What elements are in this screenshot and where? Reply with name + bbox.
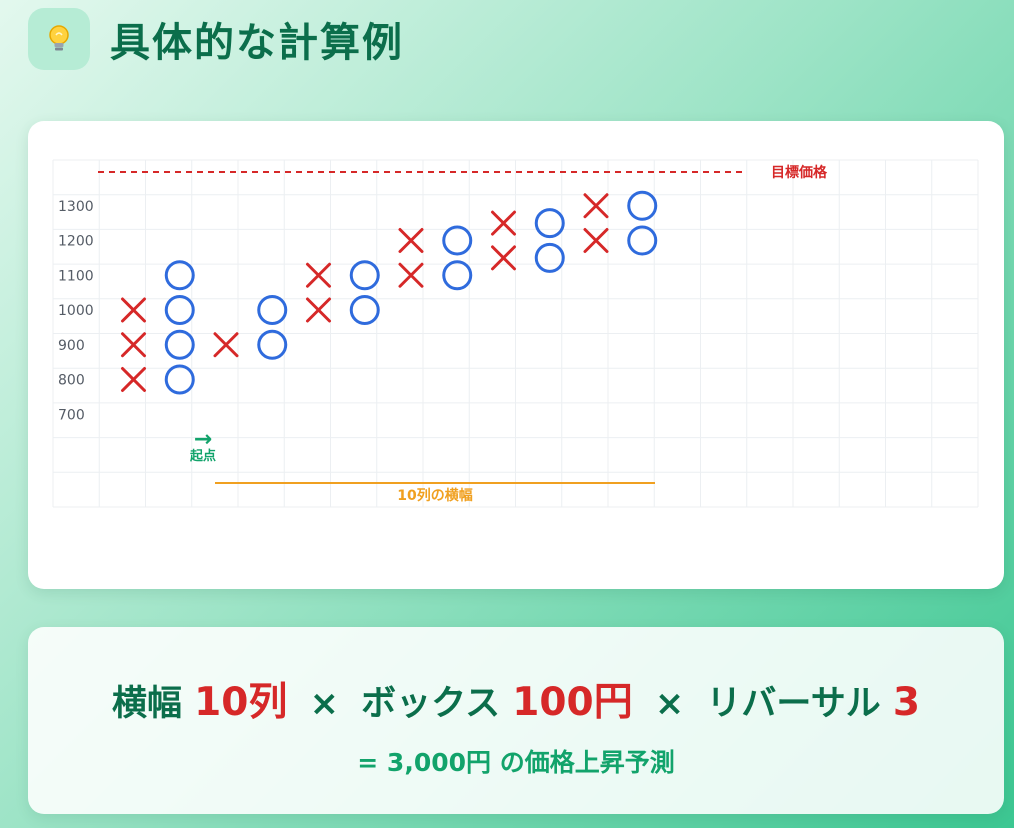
o-mark (349, 260, 380, 291)
x-mark (398, 262, 424, 288)
y-tick-label: 1200 (58, 234, 94, 250)
start-arrow: → (194, 427, 212, 452)
o-mark (442, 225, 473, 256)
x-mark (306, 262, 331, 288)
o-mark (164, 295, 195, 325)
x-mark (491, 210, 516, 236)
box-value: 100円 (512, 680, 633, 725)
o-mark (257, 295, 288, 325)
lightbulb-icon (28, 8, 90, 70)
formula-line: 横幅 10列 × ボックス 100円 × リバーサル 3 (28, 671, 1004, 727)
y-tick-label: 1100 (58, 268, 94, 284)
y-tick-label: 800 (58, 373, 85, 389)
x-mark (583, 193, 609, 219)
o-mark (257, 329, 288, 360)
x-mark (583, 228, 609, 253)
x-mark (398, 228, 424, 253)
x-mark (121, 332, 146, 358)
o-mark (164, 260, 195, 291)
start-label: 起点 (189, 448, 216, 464)
o-mark (534, 242, 565, 273)
reversal-label: リバーサル (706, 684, 881, 724)
y-tick-label: 1000 (58, 303, 94, 319)
box-label: ボックス (361, 684, 501, 724)
page-title: 具体的な計算例 (110, 20, 404, 66)
formula-card: 横幅 10列 × ボックス 100円 × リバーサル 3 = 3,000円 の価… (28, 627, 1004, 814)
times-sign: × (654, 684, 685, 724)
result-line: = 3,000円 の価格上昇予測 (357, 748, 675, 777)
x-mark (121, 297, 146, 323)
chart-card: 1300 1200 1100 1000 900 800 700 目標価格 → 起点 10列の横幅 (28, 121, 1004, 589)
o-mark (164, 364, 195, 395)
reversal-value: 3 (892, 680, 921, 725)
o-mark (627, 225, 658, 256)
y-tick-label: 700 (58, 407, 85, 423)
o-mark (349, 295, 380, 325)
width-label: 10列の横幅 (397, 487, 472, 504)
target-price-label: 目標価格 (771, 164, 828, 181)
x-mark (213, 332, 239, 358)
o-mark (442, 260, 473, 291)
o-mark (164, 329, 195, 360)
x-mark (491, 245, 516, 271)
y-tick-label: 1300 (58, 199, 94, 215)
times-sign: × (309, 684, 339, 724)
width-label: 横幅 (111, 684, 182, 724)
header: 具体的な計算例 (28, 8, 404, 70)
o-mark (627, 190, 658, 221)
pnf-chart: 1300 1200 1100 1000 900 800 700 目標価格 →起点 10列の横幅 (52, 159, 979, 508)
x-mark (306, 297, 331, 323)
o-mark (534, 208, 565, 239)
y-tick-label: 900 (58, 338, 85, 354)
width-value: 10列 (194, 680, 288, 725)
x-mark (121, 367, 146, 392)
